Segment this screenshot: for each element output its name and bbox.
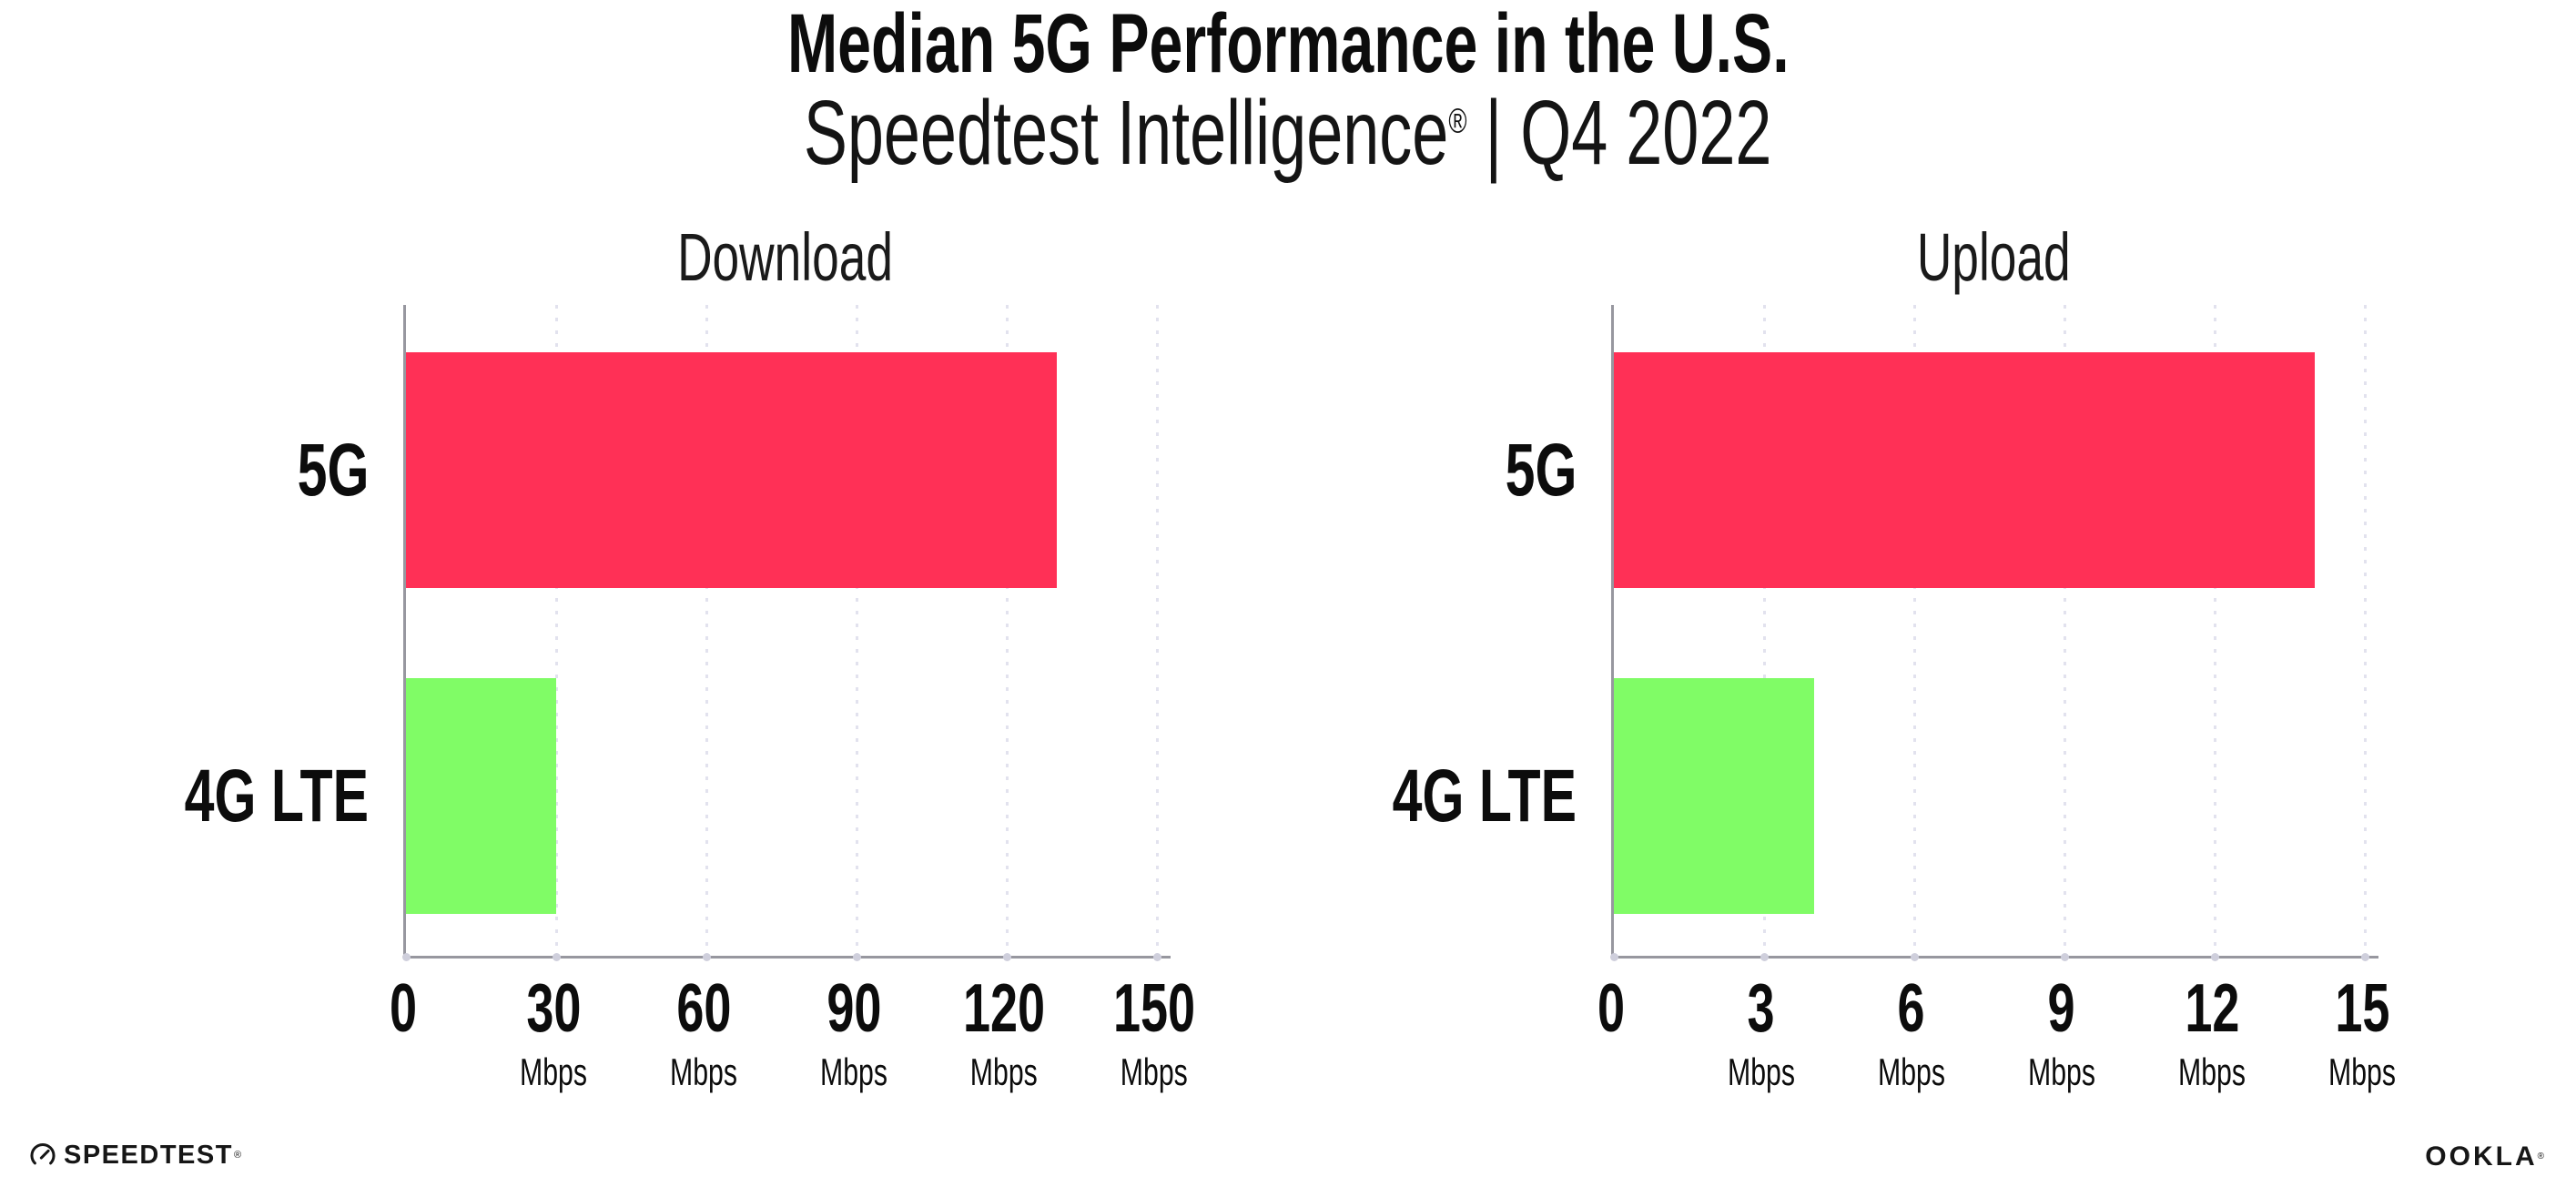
gridline [1005,305,1009,956]
upload-y-axis-labels: 5G 4G LTE [1338,305,1577,956]
x-tick-unit: Mbps [2178,1050,2246,1093]
x-tick-unit: Mbps [1728,1050,1795,1093]
axis-tick-dot [401,953,411,961]
x-tick-unit: Mbps [1121,1050,1188,1093]
x-tick-value: 9 [2047,969,2076,1046]
y-category-label: 4G LTE [1392,754,1577,837]
speedtest-gauge-icon [30,1142,56,1165]
x-tick-unit: Mbps [670,1050,737,1093]
x-tick-unit: Mbps [820,1050,887,1093]
bar-4g-lte [1614,678,1814,914]
upload-chart-title: Upload [1916,219,2071,295]
page-title-text: Median 5G Performance in the U.S. [786,0,1790,90]
axis-tick-dot [1002,953,1011,961]
bar-5g [406,352,1057,588]
gridline [705,305,708,956]
upload-plot-area [1609,305,2378,961]
axis-tick-dot [702,953,711,961]
bar-5g [1614,352,2315,588]
x-tick-label: 3 Mbps [1715,974,1809,1091]
x-tick-unit: Mbps [520,1050,587,1093]
x-tick-label: 150 Mbps [1097,974,1211,1091]
gridline [855,305,858,956]
axis-tick-dot [2360,953,2369,961]
upload-chart-panel: Upload 5G 4G LTE 0 3 Mbps 6 Mbps 9 Mbps 12 Mbps 15… [1338,209,2396,1129]
x-tick-unit: Mbps [2328,1050,2396,1093]
x-tick-unit: Mbps [1878,1050,1945,1093]
download-y-axis-labels: 5G 4G LTE [130,305,369,956]
speedtest-wordmark: SPEEDTEST [64,1140,233,1170]
x-tick-value: 3 [1747,969,1776,1046]
x-tick-label: 9 Mbps [2015,974,2109,1091]
upload-x-axis: 0 3 Mbps 6 Mbps 9 Mbps 12 Mbps 15 Mbps [1597,974,2396,1124]
x-tick-label: 120 Mbps [947,974,1060,1091]
speedtest-logo: SPEEDTEST ® [30,1140,241,1171]
x-tick-value: 150 [1112,969,1196,1046]
page-title: Median 5G Performance in the U.S. [0,2,2576,86]
download-chart-panel: Download 5G 4G LTE 0 30 Mbps 60 Mbps 90 Mbps 120… [130,209,1195,1129]
axis-tick-dot [1760,953,1769,961]
x-tick-label: 15 Mbps [2316,974,2409,1091]
gridline [2063,305,2066,956]
axis-tick-dot [1609,953,1618,961]
y-category-label: 4G LTE [184,754,369,837]
page-subtitle-text: Speedtest Intelligence® | Q4 2022 [804,87,1772,178]
download-plot-area [401,305,1171,961]
x-tick-value: 90 [826,969,882,1046]
x-tick-value: 30 [525,969,582,1046]
axis-tick-dot [552,953,561,961]
x-tick-label: 0 [384,974,422,1042]
axis-tick-dot [852,953,861,961]
x-tick-value: 15 [2334,969,2390,1046]
x-tick-label: 6 Mbps [1865,974,1959,1091]
x-tick-value: 12 [2184,969,2240,1046]
x-tick-label: 30 Mbps [507,974,601,1091]
x-tick-label: 12 Mbps [2165,974,2259,1091]
y-category-label: 5G [1505,428,1577,512]
x-tick-label: 90 Mbps [807,974,901,1091]
gridline [1762,305,1766,956]
ookla-logo: OOKLA ® [2425,1141,2544,1172]
axis-tick-dot [2210,953,2219,961]
download-chart-title: Download [677,219,894,295]
registered-trademark-icon: ® [1448,102,1467,141]
axis-tick-dot [1152,953,1161,961]
x-tick-label: 0 [1592,974,1630,1042]
gridline [1155,305,1159,956]
subtitle-period: | Q4 2022 [1466,82,1772,184]
axis-tick-dot [1910,953,1919,961]
x-tick-value: 0 [1597,969,1626,1046]
gridline [554,305,558,956]
x-tick-value: 120 [962,969,1046,1046]
gridline [2213,305,2216,956]
subtitle-brand: Speedtest Intelligence [804,82,1449,184]
gridline [2363,305,2367,956]
x-tick-value: 60 [675,969,732,1046]
bar-4g-lte [406,678,556,914]
x-tick-unit: Mbps [970,1050,1038,1093]
x-tick-label: 60 Mbps [657,974,751,1091]
x-tick-unit: Mbps [2028,1050,2095,1093]
axis-tick-dot [2060,953,2069,961]
x-tick-value: 0 [389,969,418,1046]
y-category-label: 5G [297,428,369,512]
ookla-wordmark: OOKLA [2425,1141,2538,1172]
page-subtitle: Speedtest Intelligence® | Q4 2022 [0,87,2576,178]
gridline [1912,305,1916,956]
x-tick-value: 6 [1897,969,1926,1046]
download-x-axis: 0 30 Mbps 60 Mbps 90 Mbps 120 Mbps 150 Mbps [390,974,1195,1124]
